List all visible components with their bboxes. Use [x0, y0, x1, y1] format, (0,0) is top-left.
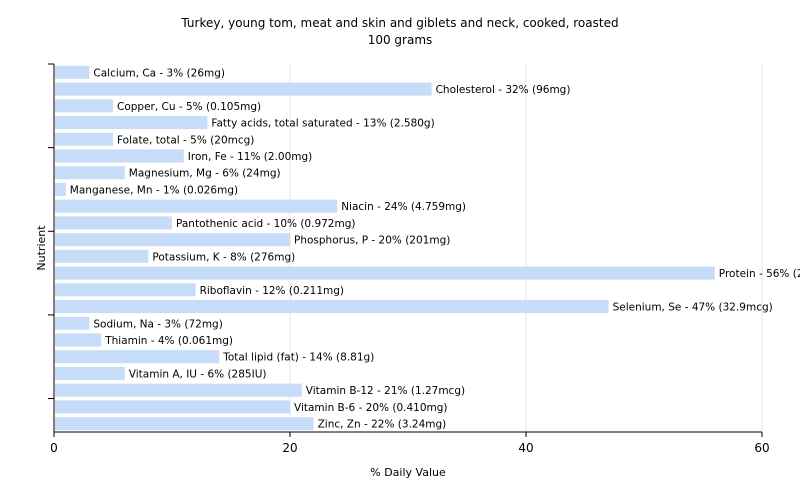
bar	[55, 333, 102, 347]
bar-label: Calcium, Ca - 3% (26mg)	[93, 67, 225, 79]
bar	[55, 283, 196, 297]
bar-label: Folate, total - 5% (20mcg)	[117, 134, 254, 146]
bar	[55, 233, 290, 247]
x-axis-ticks: 0 20 40 60	[50, 432, 770, 455]
x-tick-label: 60	[754, 441, 769, 455]
x-tick-label: 0	[50, 441, 58, 455]
x-tick-label: 40	[518, 441, 533, 455]
bar	[55, 132, 113, 146]
chart-subtitle: 100 grams	[368, 33, 433, 47]
bar	[55, 199, 338, 213]
grid-lines	[289, 64, 763, 432]
bar-label: Copper, Cu - 5% (0.105mg)	[117, 101, 261, 113]
x-tick-label: 20	[282, 441, 297, 455]
chart-title: Turkey, young tom, meat and skin and gib…	[180, 16, 618, 30]
bar-label: Total lipid (fat) - 14% (8.81g)	[222, 352, 374, 364]
bar-label: Vitamin A, IU - 6% (285IU)	[129, 368, 267, 380]
bar-label: Magnesium, Mg - 6% (24mg)	[129, 168, 281, 180]
bar	[55, 166, 125, 180]
bar	[55, 400, 290, 414]
bar	[55, 383, 302, 397]
bar-label: Zinc, Zn - 22% (3.24mg)	[318, 419, 447, 431]
bar-label: Vitamin B-6 - 20% (0.410mg)	[294, 402, 448, 414]
bar	[55, 249, 149, 263]
bar	[55, 216, 172, 230]
bar-label: Selenium, Se - 47% (32.9mcg)	[613, 302, 773, 314]
bar-label: Manganese, Mn - 1% (0.026mg)	[70, 184, 238, 196]
bar-label: Thiamin - 4% (0.061mg)	[104, 335, 233, 347]
bar-label: Sodium, Na - 3% (72mg)	[93, 318, 222, 330]
bar	[55, 99, 113, 113]
bar-label: Pantothenic acid - 10% (0.972mg)	[176, 218, 355, 230]
bar	[55, 65, 90, 79]
bar-label: Fatty acids, total saturated - 13% (2.58…	[211, 118, 434, 130]
bar-label: Iron, Fe - 11% (2.00mg)	[188, 151, 312, 163]
bar-label: Potassium, K - 8% (276mg)	[152, 251, 295, 263]
bar-label: Niacin - 24% (4.759mg)	[341, 201, 466, 213]
bar-label: Phosphorus, P - 20% (201mg)	[294, 235, 450, 247]
bar	[55, 366, 125, 380]
bar	[55, 417, 314, 431]
x-axis-title: % Daily Value	[370, 466, 446, 479]
bar-label: Vitamin B-12 - 21% (1.27mcg)	[306, 385, 465, 397]
bar	[55, 116, 208, 130]
bar-label: Protein - 56% (27.97g)	[719, 268, 800, 280]
bar	[55, 350, 220, 364]
bar	[55, 266, 715, 280]
bar-label: Riboflavin - 12% (0.211mg)	[200, 285, 344, 297]
bar	[55, 82, 432, 96]
bar	[55, 316, 90, 330]
bars	[55, 65, 715, 431]
bar-labels: Calcium, Ca - 3% (26mg) Cholesterol - 32%…	[70, 67, 800, 430]
bar	[55, 182, 66, 196]
axes	[48, 63, 762, 433]
bar	[55, 300, 609, 314]
y-axis-title: Nutrient	[35, 225, 48, 271]
bar-label: Cholesterol - 32% (96mg)	[436, 84, 571, 96]
bar	[55, 149, 184, 163]
